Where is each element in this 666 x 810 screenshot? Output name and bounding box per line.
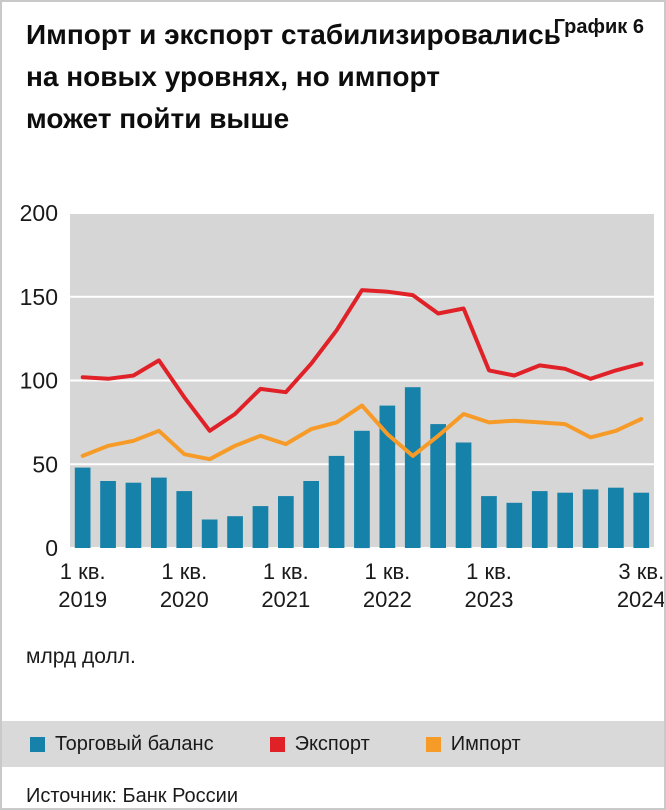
bar (278, 496, 294, 548)
legend-item-import: Импорт (425, 732, 521, 756)
y-tick-label: 100 (20, 368, 58, 394)
bar (100, 481, 116, 548)
legend-swatch-export (269, 736, 285, 752)
x-tick-label: 2024 (617, 587, 666, 612)
x-tick-label: 1 кв. (161, 559, 207, 584)
bar (582, 489, 599, 548)
bar (151, 477, 167, 548)
bar (379, 405, 396, 548)
axis-unit-label: млрд долл. (26, 645, 136, 668)
legend-label-import: Импорт (450, 732, 521, 755)
x-tick-label: 1 кв. (466, 559, 512, 584)
x-tick-label: 2019 (58, 587, 107, 612)
bar (608, 487, 624, 548)
chart: 0 50 100 150 200 1 кв. 2019 1 кв. 2020 1 кв. 2021 1… (20, 200, 666, 612)
header: График 6 Импорт и экспорт стабилизировал… (2, 2, 664, 140)
line-series (80, 288, 644, 433)
x-tick-label: 2021 (261, 587, 310, 612)
bar (404, 387, 421, 548)
y-tick-label: 200 (20, 200, 58, 226)
x-tick-label: 2022 (363, 587, 412, 612)
bar (531, 491, 548, 548)
y-tick-label: 150 (20, 284, 58, 310)
y-tick-label: 50 (32, 451, 58, 477)
title-line-1: Импорт и экспорт стабилизировались (26, 19, 561, 50)
bar (201, 519, 218, 548)
page-title: Импорт и экспорт стабилизировались на но… (26, 14, 644, 140)
bar (125, 482, 142, 548)
chart-number-label: График 6 (553, 16, 644, 38)
bar (633, 492, 650, 548)
bar (354, 430, 370, 549)
bar (252, 506, 269, 548)
bar (430, 424, 446, 548)
x-tick-label: 2023 (465, 587, 514, 612)
title-line-2: на новых уровнях, но импорт (26, 61, 440, 92)
bar (328, 455, 345, 548)
legend-label-trade-balance: Торговый баланс (55, 732, 214, 755)
bar (227, 516, 243, 548)
line-series (80, 403, 644, 462)
legend-item-trade-balance: Торговый баланс (30, 733, 214, 756)
bar (557, 492, 573, 548)
legend-label-export: Экспорт (294, 732, 370, 755)
bar (506, 502, 523, 548)
legend-swatch-import (425, 736, 441, 752)
x-tick-label: 1 кв. (263, 559, 309, 584)
legend: Торговый баланс Экспорт Импорт (2, 721, 664, 767)
x-tick-label: 3 кв. (618, 559, 664, 584)
bar (303, 481, 319, 548)
bar (481, 496, 497, 548)
x-tick-label: 1 кв. (365, 559, 411, 584)
legend-swatch-trade-balance (30, 736, 45, 752)
title-line-3: может пойти выше (26, 103, 290, 134)
bar (455, 442, 472, 548)
legend-item-export: Экспорт (269, 732, 370, 756)
bar (176, 491, 193, 548)
x-tick-label: 1 кв. (60, 559, 106, 584)
x-tick-label: 2020 (160, 587, 209, 612)
source-label: Источник: Банк России (26, 785, 239, 807)
bar (74, 467, 91, 548)
y-tick-label: 0 (45, 535, 58, 561)
